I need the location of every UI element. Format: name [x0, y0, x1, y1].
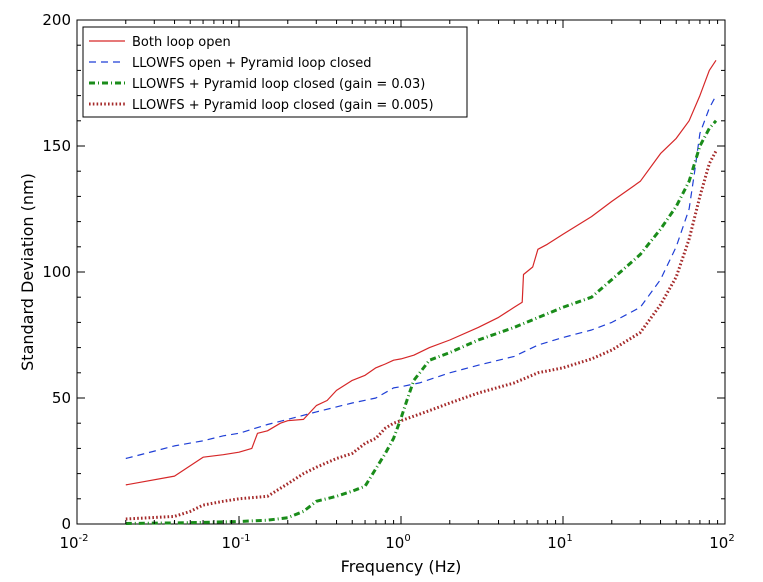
series-layer — [125, 59, 718, 525]
x-tick-label: 101 — [547, 533, 572, 552]
y-tick-label: 150 — [42, 137, 71, 155]
y-tick-labels: 0 50 100 150 200 — [42, 11, 71, 533]
legend: Both loop open LLOWFS open + Pyramid loop… — [82, 26, 468, 118]
x-tick-label: 102 — [709, 533, 734, 552]
y-axis-title: Standard Deviation (nm) — [18, 173, 37, 371]
y-tick-label: 100 — [42, 263, 71, 281]
series-line-0 — [125, 59, 717, 486]
y-tick-label: 200 — [42, 11, 71, 29]
x-axis-title: Frequency (Hz) — [341, 557, 462, 576]
legend-label-0: Both loop open — [132, 35, 231, 50]
legend-label-1: LLOWFS open + Pyramid loop closed — [132, 56, 371, 71]
y-tick-label: 50 — [52, 389, 71, 407]
series-line-1 — [125, 95, 717, 460]
x-tick-label: 100 — [385, 533, 410, 552]
x-tick-label: 10-1 — [221, 533, 250, 552]
tick-layer — [76, 19, 726, 525]
y-tick-label: 0 — [61, 515, 71, 533]
legend-label-2: LLOWFS + Pyramid loop closed (gain = 0.0… — [132, 77, 425, 92]
x-tick-label: 10-2 — [59, 533, 88, 552]
legend-box — [82, 26, 468, 118]
x-tick-labels: 10-2 10-1 100 101 102 — [59, 533, 734, 552]
legend-label-3: LLOWFS + Pyramid loop closed (gain = 0.0… — [132, 98, 434, 113]
series-line-2 — [125, 119, 718, 525]
